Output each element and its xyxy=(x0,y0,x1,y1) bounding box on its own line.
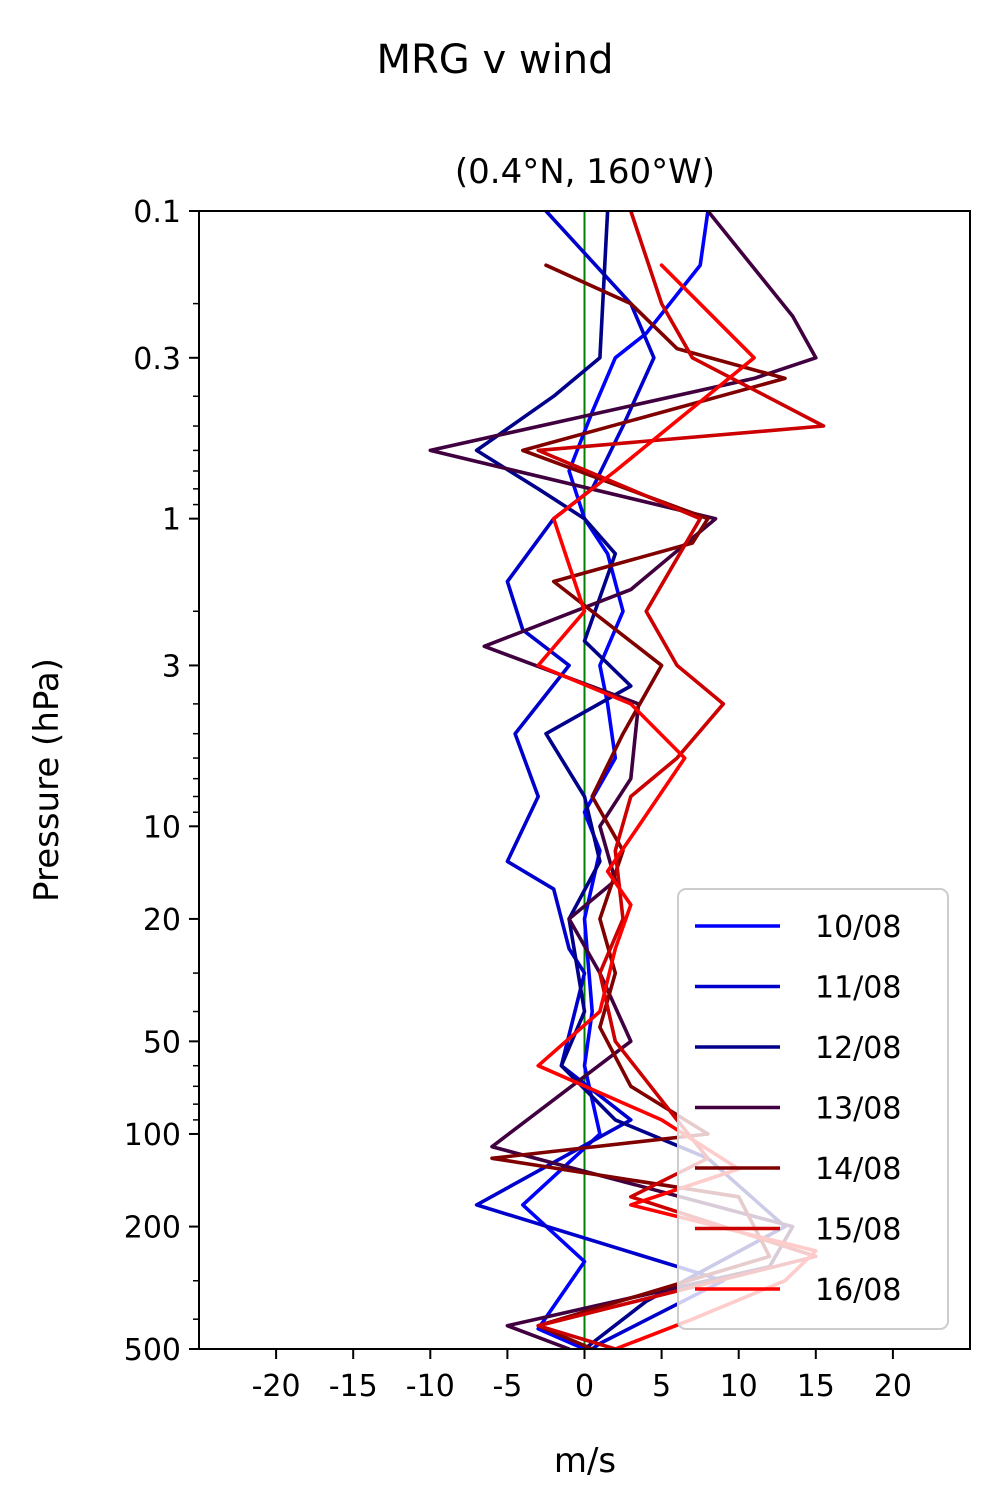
x-tick-label: -20 xyxy=(252,1369,301,1404)
legend-label-14-08: 14/08 xyxy=(815,1152,901,1187)
legend-label-10-08: 10/08 xyxy=(815,910,901,945)
x-axis-label: m/s xyxy=(554,1441,616,1481)
y-tick-label: 3 xyxy=(162,649,181,684)
x-tick-label: 5 xyxy=(652,1369,671,1404)
chart-subtitle: (0.4°N, 160°W) xyxy=(455,152,715,192)
legend-label-13-08: 13/08 xyxy=(815,1092,901,1127)
y-tick-label: 100 xyxy=(124,1118,181,1153)
y-tick-label: 0.3 xyxy=(133,342,181,377)
y-tick-label: 10 xyxy=(143,810,181,845)
y-tick-label: 1 xyxy=(162,503,181,538)
y-tick-label: 0.1 xyxy=(133,195,181,230)
series-line-14-08 xyxy=(490,263,787,1349)
x-tick-label: -5 xyxy=(492,1369,522,1404)
x-tick-label: -15 xyxy=(329,1369,378,1404)
y-tick-label: 20 xyxy=(143,903,181,938)
legend-frame xyxy=(677,888,949,1330)
x-tick-label: 0 xyxy=(575,1369,594,1404)
x-tick-label: -10 xyxy=(406,1369,455,1404)
y-tick-label: 200 xyxy=(124,1211,181,1246)
chart-title: MRG v wind xyxy=(377,37,614,83)
x-tick-label: 10 xyxy=(720,1369,758,1404)
y-tick-label: 50 xyxy=(143,1025,181,1060)
series-line-15-08 xyxy=(536,211,826,1349)
x-tick-label: 15 xyxy=(797,1369,835,1404)
series-line-11-08 xyxy=(474,211,726,1349)
legend-label-16-08: 16/08 xyxy=(815,1273,901,1308)
y-axis-label: Pressure (hPa) xyxy=(27,658,67,902)
x-axis-ticks: -20 -15 -10 -5 0 5 10 15 20 xyxy=(252,1349,912,1404)
legend-label-11-08: 11/08 xyxy=(815,971,901,1006)
y-tick-label: 500 xyxy=(124,1333,181,1368)
legend-label-15-08: 15/08 xyxy=(815,1213,901,1248)
x-tick-label: 20 xyxy=(874,1369,912,1404)
series-lines xyxy=(428,211,826,1349)
y-axis-ticks: 0.1 0.3 1 3 10 20 50 100 200 500 xyxy=(124,195,199,1368)
legend: 10/08 11/08 12/08 13/08 14/08 15/08 16/08 xyxy=(677,888,949,1330)
legend-label-12-08: 12/08 xyxy=(815,1031,901,1066)
